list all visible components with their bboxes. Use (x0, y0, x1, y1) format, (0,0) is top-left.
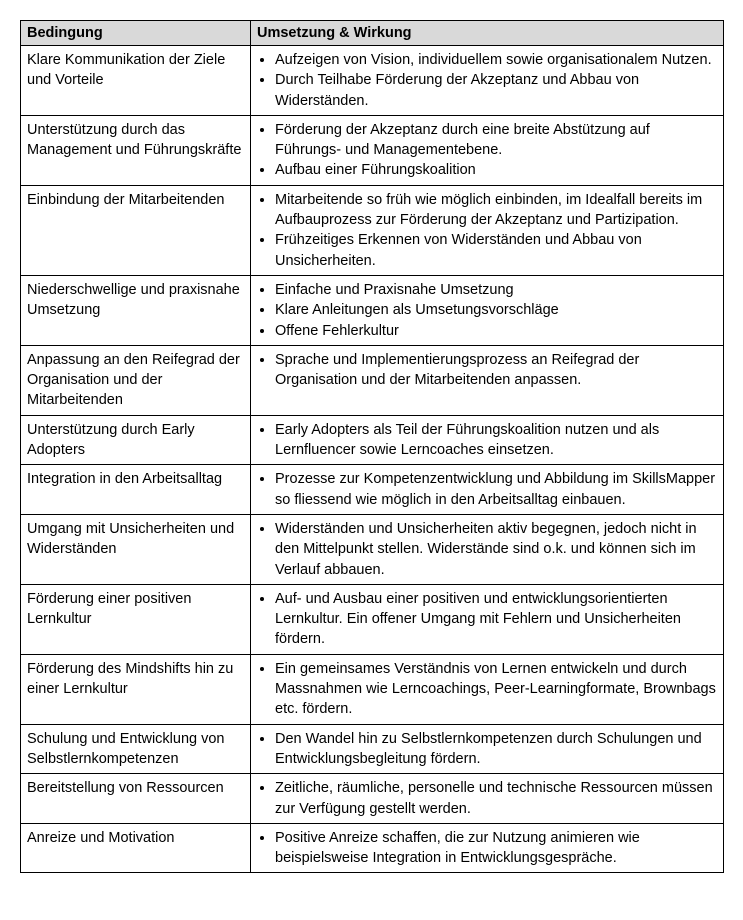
bullet-list: Zeitliche, räumliche, personelle und tec… (257, 778, 717, 819)
bullet-item: Den Wandel hin zu Selbstlernkompetenzen … (275, 729, 717, 770)
bullet-item: Offene Fehlerkultur (275, 321, 717, 341)
implementation-cell: Aufzeigen von Vision, individuellem sowi… (251, 46, 724, 116)
condition-cell: Integration in den Arbeitsalltag (21, 465, 251, 515)
implementation-cell: Widerständen und Unsicherheiten aktiv be… (251, 514, 724, 584)
implementation-cell: Zeitliche, räumliche, personelle und tec… (251, 774, 724, 824)
bullet-item: Frühzeitiges Erkennen von Widerständen u… (275, 230, 717, 271)
table-header-row: Bedingung Umsetzung & Wirkung (21, 21, 724, 46)
table-row: Anpassung an den Reifegrad der Organisat… (21, 345, 724, 415)
bullet-list: Prozesse zur Kompetenzentwicklung und Ab… (257, 469, 717, 510)
bullet-list: Ein gemeinsames Verständnis von Lernen e… (257, 659, 717, 720)
bullet-list: Förderung der Akzeptanz durch eine breit… (257, 120, 717, 181)
bullet-item: Auf- und Ausbau einer positiven und entw… (275, 589, 717, 650)
implementation-cell: Einfache und Praxisnahe UmsetzungKlare A… (251, 275, 724, 345)
table-row: Niederschwellige und praxisnahe Umsetzun… (21, 275, 724, 345)
implementation-cell: Auf- und Ausbau einer positiven und entw… (251, 584, 724, 654)
condition-cell: Anreize und Motivation (21, 823, 251, 873)
table-row: Unterstützung durch das Management und F… (21, 115, 724, 185)
table-row: Förderung einer positiven Lernkultur Auf-… (21, 584, 724, 654)
implementation-cell: Sprache und Implementierungsprozess an R… (251, 345, 724, 415)
implementation-cell: Early Adopters als Teil der Führungskoal… (251, 415, 724, 465)
bullet-list: Mitarbeitende so früh wie möglich einbin… (257, 190, 717, 271)
condition-cell: Unterstützung durch das Management und F… (21, 115, 251, 185)
bullet-item: Förderung der Akzeptanz durch eine breit… (275, 120, 717, 161)
condition-cell: Anpassung an den Reifegrad der Organisat… (21, 345, 251, 415)
bullet-list: Aufzeigen von Vision, individuellem sowi… (257, 50, 717, 111)
bullet-list: Early Adopters als Teil der Führungskoal… (257, 420, 717, 461)
bullet-item: Ein gemeinsames Verständnis von Lernen e… (275, 659, 717, 720)
condition-cell: Niederschwellige und praxisnahe Umsetzun… (21, 275, 251, 345)
table-row: Integration in den Arbeitsalltag Prozesse… (21, 465, 724, 515)
bullet-item: Widerständen und Unsicherheiten aktiv be… (275, 519, 717, 580)
implementation-cell: Prozesse zur Kompetenzentwicklung und Ab… (251, 465, 724, 515)
bullet-list: Den Wandel hin zu Selbstlernkompetenzen … (257, 729, 717, 770)
table-row: Bereitstellung von Ressourcen Zeitliche, … (21, 774, 724, 824)
bullet-list: Auf- und Ausbau einer positiven und entw… (257, 589, 717, 650)
implementation-cell: Mitarbeitende so früh wie möglich einbin… (251, 185, 724, 275)
implementation-cell: Ein gemeinsames Verständnis von Lernen e… (251, 654, 724, 724)
condition-cell: Schulung und Entwicklung von Selbstlernk… (21, 724, 251, 774)
header-condition: Bedingung (21, 21, 251, 46)
condition-cell: Umgang mit Unsicherheiten und Widerständ… (21, 514, 251, 584)
implementation-cell: Positive Anreize schaffen, die zur Nutzu… (251, 823, 724, 873)
table-row: Klare Kommunikation der Ziele und Vortei… (21, 46, 724, 116)
bullet-item: Klare Anleitungen als Umsetungsvorschläg… (275, 300, 717, 320)
bullet-item: Durch Teilhabe Förderung der Akzeptanz u… (275, 70, 717, 111)
table-row: Schulung und Entwicklung von Selbstlernk… (21, 724, 724, 774)
header-implementation: Umsetzung & Wirkung (251, 21, 724, 46)
bullet-item: Positive Anreize schaffen, die zur Nutzu… (275, 828, 717, 869)
bullet-item: Zeitliche, räumliche, personelle und tec… (275, 778, 717, 819)
bullet-item: Einfache und Praxisnahe Umsetzung (275, 280, 717, 300)
table-row: Förderung des Mindshifts hin zu einer Le… (21, 654, 724, 724)
table-row: Unterstützung durch Early Adopters Early … (21, 415, 724, 465)
bullet-item: Sprache und Implementierungsprozess an R… (275, 350, 717, 391)
condition-cell: Bereitstellung von Ressourcen (21, 774, 251, 824)
condition-cell: Unterstützung durch Early Adopters (21, 415, 251, 465)
bullet-list: Sprache und Implementierungsprozess an R… (257, 350, 717, 391)
bullet-item: Prozesse zur Kompetenzentwicklung und Ab… (275, 469, 717, 510)
bullet-item: Aufbau einer Führungskoalition (275, 160, 717, 180)
bullet-list: Positive Anreize schaffen, die zur Nutzu… (257, 828, 717, 869)
condition-cell: Förderung des Mindshifts hin zu einer Le… (21, 654, 251, 724)
implementation-cell: Den Wandel hin zu Selbstlernkompetenzen … (251, 724, 724, 774)
bullet-list: Widerständen und Unsicherheiten aktiv be… (257, 519, 717, 580)
bullet-item: Aufzeigen von Vision, individuellem sowi… (275, 50, 717, 70)
table-row: Einbindung der Mitarbeitenden Mitarbeiten… (21, 185, 724, 275)
bullet-item: Early Adopters als Teil der Führungskoal… (275, 420, 717, 461)
condition-cell: Klare Kommunikation der Ziele und Vortei… (21, 46, 251, 116)
bullet-item: Mitarbeitende so früh wie möglich einbin… (275, 190, 717, 231)
condition-cell: Förderung einer positiven Lernkultur (21, 584, 251, 654)
table-row: Anreize und Motivation Positive Anreize s… (21, 823, 724, 873)
table-row: Umgang mit Unsicherheiten und Widerständ… (21, 514, 724, 584)
condition-cell: Einbindung der Mitarbeitenden (21, 185, 251, 275)
bullet-list: Einfache und Praxisnahe UmsetzungKlare A… (257, 280, 717, 341)
conditions-table: Bedingung Umsetzung & Wirkung Klare Komm… (20, 20, 724, 873)
implementation-cell: Förderung der Akzeptanz durch eine breit… (251, 115, 724, 185)
